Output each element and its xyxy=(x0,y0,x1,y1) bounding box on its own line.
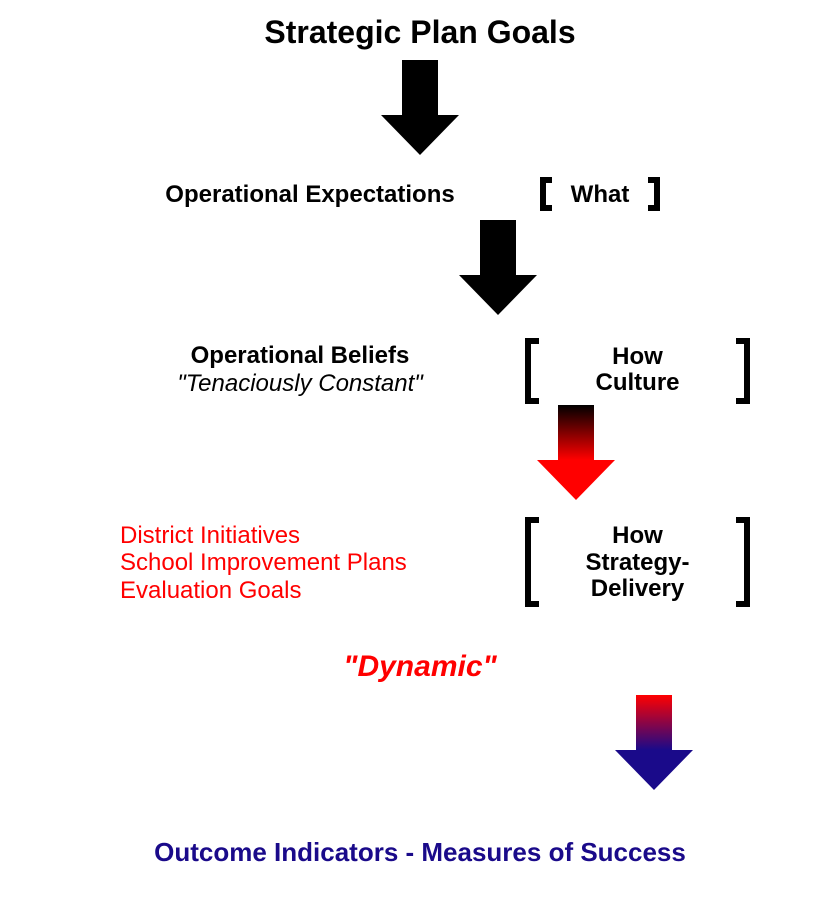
row-1-left: Operational Expectations xyxy=(0,181,620,209)
flow-arrow-1 xyxy=(381,60,459,155)
row-2-left-line-2: "Tenaciously Constant" xyxy=(0,370,600,398)
row-3-left-line-1: District Initiatives xyxy=(120,522,407,550)
row-1-bracket-label: What xyxy=(540,182,660,208)
row-3-left: District InitiativesSchool Improvement P… xyxy=(120,522,407,605)
row-2-left: Operational Beliefs"Tenaciously Constant… xyxy=(0,342,600,397)
row-1-left-line-1: Operational Expectations xyxy=(0,181,620,209)
row-2-bracket-label-line-1: How xyxy=(525,344,750,370)
diagram-title: Strategic Plan Goals xyxy=(0,14,840,51)
row-3-bracket-label-line-1: How xyxy=(525,523,750,549)
row-2-bracket-label-line-2: Culture xyxy=(525,370,750,396)
row-3-bracket-label-line-3: Delivery xyxy=(525,576,750,602)
row-3-bracket-label: HowStrategy-Delivery xyxy=(525,523,750,602)
row-1-bracket-label-line-1: What xyxy=(540,182,660,208)
row-2-left-line-1: Operational Beliefs xyxy=(0,342,600,370)
flow-arrow-3 xyxy=(537,405,615,500)
outcome-footer: Outcome Indicators - Measures of Success xyxy=(0,837,840,868)
row-3-left-line-2: School Improvement Plans xyxy=(120,549,407,577)
row-3-bracket-label-line-2: Strategy- xyxy=(525,550,750,576)
flow-arrow-4 xyxy=(615,695,693,790)
strategic-plan-flowchart: Strategic Plan Goals Operational Expectat… xyxy=(0,0,840,907)
row-3-left-line-3: Evaluation Goals xyxy=(120,577,407,605)
row-2-bracket-label: HowCulture xyxy=(525,344,750,397)
dynamic-label: "Dynamic" xyxy=(0,650,840,684)
flow-arrow-2 xyxy=(459,220,537,315)
